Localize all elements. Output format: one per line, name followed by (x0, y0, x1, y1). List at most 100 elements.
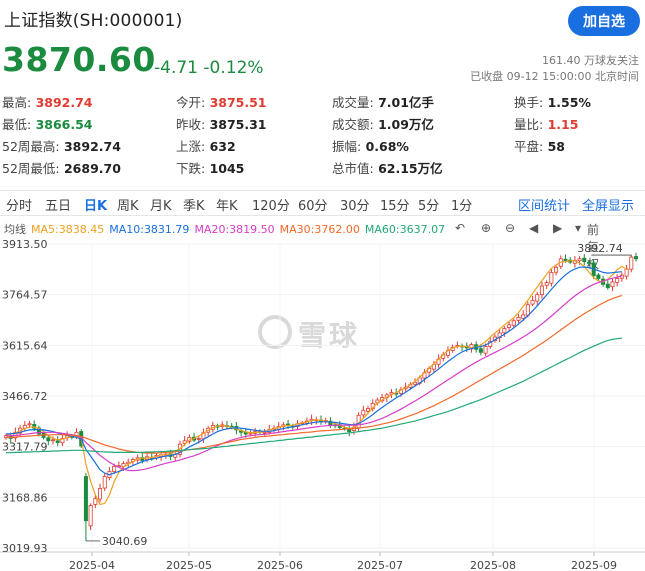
ma-line-ma10 (5, 266, 622, 476)
stat-cell: 昨收: 3875.31 (176, 114, 267, 133)
tab-10[interactable]: 15分 (380, 199, 410, 214)
candle-body (507, 324, 512, 328)
stat-cell: 最低: 3866.54 (2, 114, 93, 133)
stat-cell: 成交量: 7.01亿手 (332, 92, 434, 111)
stat-value: 2689.70 (59, 161, 121, 176)
tab-2[interactable]: 日K (84, 199, 108, 214)
candle (535, 291, 540, 306)
price-change: -4.71 -0.12% (154, 58, 264, 78)
candle (483, 343, 488, 356)
candle (549, 268, 554, 287)
stat-value: 1.15 (543, 117, 579, 132)
y-tick-label: 3168.86 (2, 491, 48, 504)
ma-legend-item: MA10:3831.79 (109, 223, 190, 236)
tab-11[interactable]: 5分 (418, 199, 440, 214)
candle (46, 435, 51, 446)
stat-label: 上涨: (176, 139, 206, 154)
pan-left-icon[interactable]: ◀ (529, 221, 539, 235)
stat-cell: 平盘: 58 (514, 136, 565, 155)
page-title: 上证指数(SH:000001) (4, 11, 183, 31)
tab-1[interactable]: 五日 (45, 199, 72, 214)
fullscreen-link[interactable]: 全屏显示 (582, 199, 635, 214)
tab-9[interactable]: 30分 (340, 199, 370, 214)
tab-5[interactable]: 季K (183, 199, 205, 214)
adjust-dropdown-icon[interactable]: ▾ (575, 221, 582, 235)
candle-body (488, 341, 493, 347)
pan-right-icon[interactable]: ▶ (553, 221, 563, 235)
watermark: 雪球 (298, 319, 361, 352)
stat-cell: 上涨: 632 (176, 136, 236, 155)
candle (389, 389, 394, 399)
candle (605, 279, 610, 290)
candle (615, 274, 620, 287)
stat-value: 1.55% (543, 95, 591, 110)
tab-0[interactable]: 分时 (6, 199, 33, 214)
tab-4[interactable]: 月K (150, 199, 172, 214)
candle (224, 420, 229, 429)
candle (88, 503, 93, 530)
range-stats-link[interactable]: 区间统计 (518, 199, 571, 214)
y-tick-label: 3764.57 (2, 289, 48, 302)
stat-value: 3892.74 (31, 95, 93, 110)
stat-cell: 今开: 3875.51 (176, 92, 267, 111)
tab-3[interactable]: 周K (117, 199, 139, 214)
y-tick-label: 3019.93 (2, 542, 48, 555)
stat-cell: 52周最低: 2689.70 (2, 158, 121, 177)
stat-label: 成交额: (332, 117, 374, 132)
stat-value: 7.01亿手 (373, 95, 434, 110)
stat-label: 成交量: (332, 95, 374, 110)
candle (610, 278, 615, 292)
candle-body (83, 476, 88, 522)
candle (582, 254, 587, 266)
stat-value: 3866.54 (31, 117, 93, 132)
reset-icon[interactable]: ↶ (455, 221, 466, 235)
zoom-out-icon[interactable]: ⊖ (505, 221, 516, 235)
candle-body (74, 431, 79, 438)
zoom-in-icon[interactable]: ⊕ (481, 221, 492, 235)
period-tabs: 分时 五日 日K 周K 月K 季K 年K 120分 60分 30分 15分 5分 1分 区间统计 全屏显示 (0, 190, 645, 216)
tab-6[interactable]: 年K (216, 199, 238, 214)
candle (102, 473, 107, 492)
candle (634, 252, 639, 262)
candle-body (27, 423, 32, 426)
candle (239, 427, 244, 437)
candle-body (539, 285, 544, 295)
x-tick-label: 2025-04 (69, 559, 115, 571)
stat-value: 0.68% (361, 139, 409, 154)
change-value: -4.71 (154, 58, 198, 78)
kline-chart[interactable]: 3913.50 3764.57 3615.64 3466.72 3317.79 3168.… (0, 236, 645, 571)
candle-body (582, 257, 587, 262)
stat-cell: 总市值: 62.15万亿 (332, 158, 443, 177)
candle-body (102, 476, 107, 489)
candle-body (516, 316, 521, 321)
tab-12[interactable]: 1分 (451, 199, 473, 214)
x-tick-label: 2025-06 (257, 559, 303, 571)
candle-body (596, 274, 601, 279)
ma-legend-item: MA20:3819.50 (194, 223, 275, 236)
candle-body (60, 438, 65, 444)
stat-value: 62.15万亿 (373, 161, 443, 176)
candle-body (389, 392, 394, 395)
current-price: 3870.60 (2, 40, 156, 79)
candle-body (182, 440, 187, 444)
change-percent: -0.12% (203, 58, 264, 78)
stat-value: 1045 (205, 161, 245, 176)
stat-cell: 振幅: 0.68% (332, 136, 409, 155)
stat-value: 1.09万亿 (373, 117, 434, 132)
candle (478, 343, 483, 356)
candle-body (51, 439, 56, 442)
candle-body (361, 409, 366, 416)
stat-label: 最高: (2, 95, 32, 110)
tab-8[interactable]: 60分 (298, 199, 328, 214)
candle-body (530, 299, 535, 305)
y-tick-label: 3317.79 (2, 441, 48, 454)
x-tick-label: 2025-07 (357, 559, 403, 571)
stat-cell: 52周最高: 3892.74 (2, 136, 121, 155)
candle (554, 265, 559, 276)
add-watchlist-button[interactable]: 加自选 (568, 6, 640, 36)
candle-body (502, 328, 507, 334)
tab-7[interactable]: 120分 (252, 199, 290, 214)
candle-body (55, 440, 60, 443)
candle (93, 495, 98, 509)
